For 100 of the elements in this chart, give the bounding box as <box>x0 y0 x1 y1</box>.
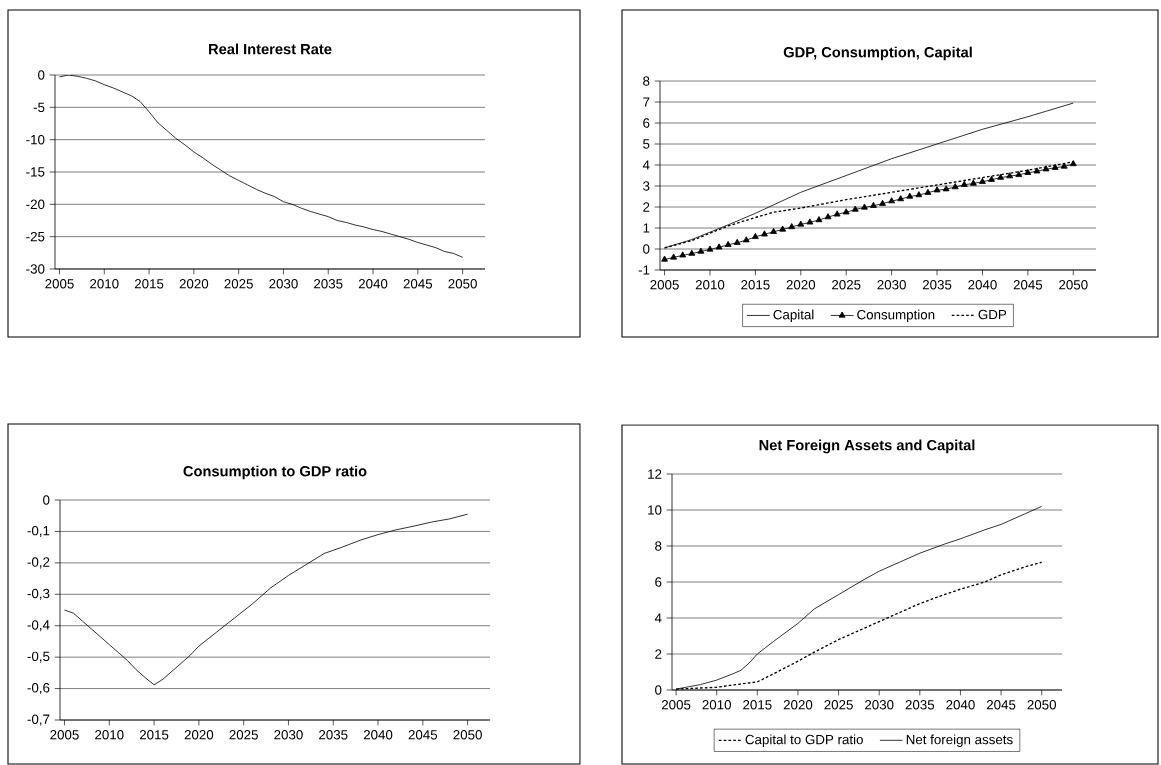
point <box>806 218 814 225</box>
y-tick-label: 0 <box>643 244 650 254</box>
point <box>751 232 759 239</box>
x-tick-label: 2040 <box>363 730 393 740</box>
point <box>788 223 796 230</box>
x-tick-label: 2035 <box>319 730 348 740</box>
chart-title: Net Foreign Assets and Capital <box>759 439 975 454</box>
chart-title: Consumption to GDP ratio <box>183 465 367 480</box>
y-tick-label: -5 <box>33 102 45 112</box>
y-tick-label: -10 <box>26 134 45 145</box>
y-tick-label: 5 <box>643 139 650 149</box>
y-tick-label: -0,6 <box>27 683 50 695</box>
point <box>742 236 750 243</box>
y-tick-label: -20 <box>26 199 45 210</box>
x-tick-label: 2025 <box>229 730 258 740</box>
x-tick-label: 2015 <box>134 279 164 289</box>
y-tick-label: 8 <box>643 76 650 86</box>
point <box>1024 168 1032 175</box>
x-tick-label: 2050 <box>448 279 477 289</box>
point <box>733 238 741 245</box>
y-tick-label: -0,4 <box>27 620 50 632</box>
point <box>679 251 687 258</box>
legend-label: Net foreign assets <box>906 734 1013 747</box>
point <box>960 180 968 187</box>
x-tick-label: 2035 <box>922 280 952 290</box>
point <box>942 185 950 192</box>
point <box>661 255 668 262</box>
point <box>715 243 723 250</box>
legend-label: Capital to GDP ratio <box>745 734 863 747</box>
point <box>933 186 941 193</box>
y-tick-label: 0 <box>655 685 662 695</box>
x-tick-label: 2010 <box>702 700 731 710</box>
x-tick-label: 2005 <box>661 700 691 710</box>
point <box>1006 172 1014 179</box>
x-tick-label: 2045 <box>403 279 433 289</box>
point <box>779 225 787 232</box>
x-tick-label: 2020 <box>184 730 214 740</box>
x-tick-label: 2035 <box>905 700 935 710</box>
point <box>761 230 768 237</box>
y-tick-label: 3 <box>643 181 650 191</box>
x-tick-label: 2010 <box>695 280 725 290</box>
x-tick-label: 2010 <box>90 279 119 289</box>
point <box>851 205 859 212</box>
y-tick-label: -25 <box>26 231 45 242</box>
x-tick-label: 2015 <box>741 280 770 290</box>
point <box>870 201 877 208</box>
point <box>997 173 1005 180</box>
y-tick-label: 2 <box>655 649 662 659</box>
y-tick-label: -0,2 <box>27 557 50 569</box>
x-tick-label: 2030 <box>865 700 894 710</box>
point <box>797 220 805 227</box>
y-tick-label: 6 <box>643 118 650 128</box>
x-tick-label: 2030 <box>269 279 298 289</box>
x-tick-label: 2045 <box>408 730 438 740</box>
point <box>706 245 714 252</box>
y-tick-label: 0 <box>43 495 50 505</box>
point <box>815 216 823 223</box>
x-tick-label: 2005 <box>650 280 679 290</box>
point <box>860 203 868 210</box>
point <box>879 199 886 206</box>
point <box>979 177 986 184</box>
y-tick-label: 8 <box>655 541 662 551</box>
x-tick-label: 2005 <box>50 730 79 740</box>
y-tick-label: 0 <box>38 70 45 80</box>
point <box>906 192 914 199</box>
y-tick-label: -0,5 <box>27 651 50 663</box>
x-tick-label: 2045 <box>986 700 1016 710</box>
x-tick-label: 2025 <box>832 280 861 290</box>
x-tick-label: 2030 <box>274 730 303 740</box>
x-tick-label: 2025 <box>824 700 853 710</box>
y-tick-label: 4 <box>654 613 662 623</box>
point <box>1069 160 1077 167</box>
y-tick-label: 6 <box>655 577 662 587</box>
point <box>1033 167 1041 174</box>
legend-label: GDP <box>978 309 1007 320</box>
x-tick-label: 2040 <box>968 280 997 290</box>
x-tick-label: 2050 <box>1059 280 1088 290</box>
y-tick-label: -1 <box>638 265 650 275</box>
x-tick-label: 2050 <box>1027 700 1057 710</box>
chart-title: GDP, Consumption, Capital <box>783 46 972 61</box>
point <box>924 188 932 195</box>
y-tick-label: 4 <box>642 160 650 170</box>
x-tick-label: 2050 <box>453 730 482 740</box>
y-tick-label: 1 <box>643 223 650 233</box>
point <box>697 247 705 254</box>
x-tick-label: 2025 <box>224 279 253 289</box>
y-tick-label: -30 <box>26 264 45 274</box>
point <box>724 240 732 247</box>
point <box>688 249 696 256</box>
y-tick-label: -0,3 <box>27 588 50 600</box>
x-tick-label: 2040 <box>358 279 388 289</box>
point <box>897 195 905 202</box>
y-tick-label: 10 <box>648 505 662 515</box>
point <box>951 183 959 190</box>
point <box>988 175 995 182</box>
x-tick-label: 2035 <box>314 279 343 289</box>
legend-label: Capital <box>773 309 814 323</box>
x-tick-label: 2015 <box>743 700 772 710</box>
y-tick-label: -0,7 <box>27 714 50 726</box>
point <box>969 179 977 186</box>
